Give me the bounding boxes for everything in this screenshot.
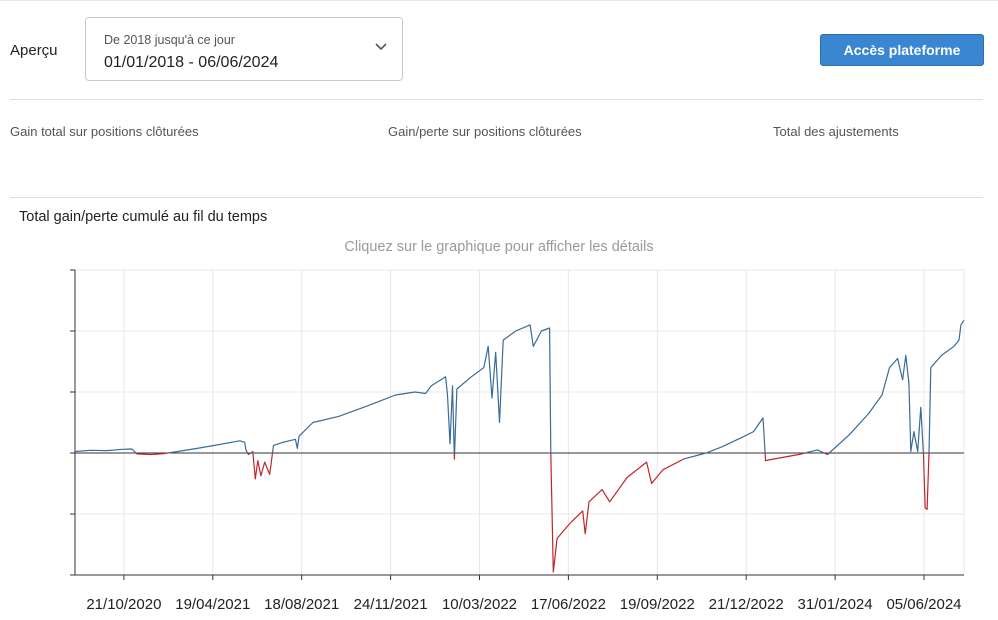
gain-line-segment xyxy=(828,354,924,454)
kpi-divider xyxy=(10,197,983,198)
chart-x-ticks: 21/10/2020 19/04/2021 18/08/2021 24/11/2021… xyxy=(86,596,961,613)
top-divider xyxy=(0,0,998,1)
x-tick-label: 19/04/2021 xyxy=(175,596,250,613)
chart-title: Total gain/perte cumulé au fil du temps xyxy=(19,209,268,225)
gain-line-segment xyxy=(74,448,137,454)
header-divider xyxy=(10,99,983,100)
gain-line-segment xyxy=(683,417,766,460)
gain-line-segment xyxy=(250,450,254,454)
x-tick-label: 31/01/2024 xyxy=(798,596,873,613)
platform-access-button[interactable]: Accès plateforme xyxy=(820,34,984,66)
x-tick-label: 19/09/2022 xyxy=(620,596,695,613)
overview-label: Aperçu xyxy=(10,42,58,59)
date-range-caption: De 2018 jusqu'à ce jour xyxy=(104,33,235,47)
gain-line-segment xyxy=(271,376,455,454)
date-range-value: 01/01/2018 - 06/06/2024 xyxy=(104,54,279,71)
x-tick-label: 05/06/2024 xyxy=(886,596,961,613)
x-tick-label: 17/06/2022 xyxy=(531,596,606,613)
cumulative-gain-loss-chart[interactable]: 21/10/2020 19/04/2021 18/08/2021 24/11/2021… xyxy=(0,260,998,620)
chevron-down-icon xyxy=(375,43,387,51)
loss-line-segment xyxy=(135,452,168,456)
loss-line-segment xyxy=(823,452,830,456)
gain-line-segment xyxy=(804,449,825,454)
x-tick-label: 21/10/2020 xyxy=(86,596,161,613)
kpi-total-gain-label: Gain total sur positions clôturées xyxy=(10,124,199,139)
chart-axes xyxy=(70,269,964,580)
chart-series xyxy=(74,319,965,573)
gain-line-segment xyxy=(167,440,249,454)
kpi-gain-loss-label: Gain/perte sur positions clôturées xyxy=(388,124,582,139)
loss-line-segment xyxy=(764,452,806,462)
x-tick-label: 24/11/2021 xyxy=(354,596,428,613)
loss-line-segment xyxy=(252,452,274,480)
date-range-select[interactable]: De 2018 jusqu'à ce jour 01/01/2018 - 06/… xyxy=(85,17,403,81)
chart-hint: Cliquez sur le graphique pour afficher l… xyxy=(344,239,654,255)
loss-line-segment xyxy=(922,452,930,510)
x-tick-label: 18/08/2021 xyxy=(264,596,339,613)
loss-line-segment xyxy=(247,452,251,456)
gain-line-segment xyxy=(454,324,552,454)
chart-grid xyxy=(75,269,965,575)
kpi-adjustments-label: Total des ajustements xyxy=(773,124,899,139)
loss-line-segment xyxy=(550,452,684,573)
x-tick-label: 10/03/2022 xyxy=(442,596,517,613)
x-tick-label: 21/12/2022 xyxy=(709,596,784,613)
gain-line-segment xyxy=(928,319,965,454)
